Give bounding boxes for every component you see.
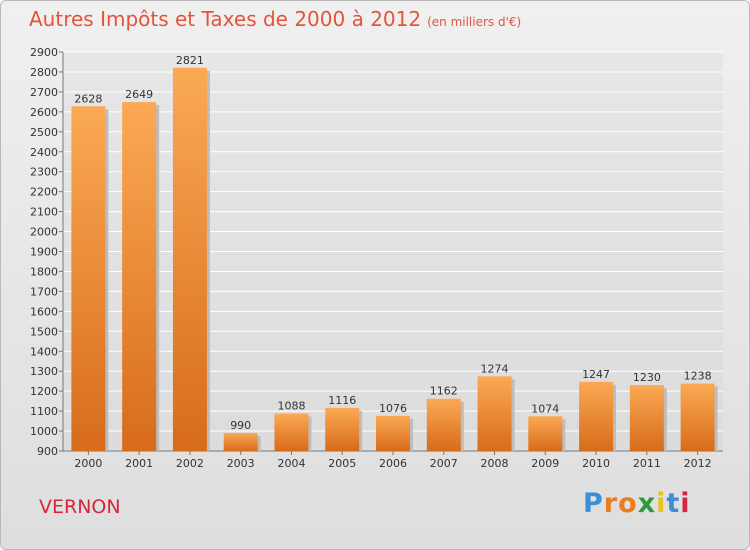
x-tick-label: 2011 [633,457,661,470]
y-tick-label: 1900 [30,246,58,259]
x-tick-label: 2002 [176,457,204,470]
x-tick-label: 2006 [379,457,407,470]
y-tick-label: 2100 [30,206,58,219]
x-tick-label: 2005 [328,457,356,470]
y-tick-label: 1600 [30,305,58,318]
bar-value-label: 1247 [582,368,610,381]
bar-value-label: 2821 [176,54,204,67]
logo-letter: i [680,488,691,519]
bar-value-label: 2628 [74,92,102,105]
x-tick-label: 2007 [430,457,458,470]
logo-letter: t [666,488,681,519]
y-tick-label: 1800 [30,265,58,278]
logo-letter: o [618,488,638,519]
bar [579,381,614,451]
bar [122,102,157,452]
y-tick-label: 2900 [30,46,58,59]
bar-value-label: 990 [230,419,251,432]
x-tick-label: 2009 [531,457,559,470]
x-tick-label: 2008 [481,457,509,470]
y-tick-label: 2500 [30,126,58,139]
x-tick-label: 2010 [582,457,610,470]
bar [426,398,461,451]
commune-name: VERNON [39,496,121,518]
y-tick-label: 1300 [30,365,58,378]
bar [274,413,309,451]
y-tick-label: 2600 [30,106,58,119]
bar [223,433,258,451]
bar [629,385,664,451]
y-tick-label: 2300 [30,166,58,179]
bar-value-label: 1116 [328,394,356,407]
logo-letter: x [637,488,657,519]
bar-value-label: 1076 [379,402,407,415]
bar-value-label: 1162 [430,385,458,398]
x-tick-label: 2000 [74,457,102,470]
bar [376,415,410,451]
bar [528,416,563,451]
y-tick-label: 1700 [30,285,58,298]
bar-value-label: 1088 [277,399,305,412]
logo-letter: r [603,488,619,519]
bar [477,376,512,451]
bar-value-label: 1230 [633,371,661,384]
bar-value-label: 2649 [125,88,153,101]
proxiti-logo: Proxiti [583,488,691,519]
title-unit: (en milliers d'€) [427,15,522,29]
y-tick-label: 1500 [30,325,58,338]
y-tick-label: 1100 [30,405,58,418]
y-tick-label: 900 [37,445,58,458]
logo-letter: P [583,488,604,519]
y-tick-label: 2000 [30,226,58,239]
chart-title: Autres Impôts et Taxes de 2000 à 2012 (en… [29,7,521,31]
y-tick-label: 2800 [30,66,58,79]
bar-value-label: 1238 [684,370,712,383]
x-tick-label: 2001 [125,457,153,470]
y-tick-label: 1200 [30,385,58,398]
bar [172,67,207,451]
bar [325,407,360,451]
x-tick-label: 2004 [277,457,305,470]
bar [680,383,715,451]
y-tick-label: 2700 [30,86,58,99]
x-tick-label: 2012 [684,457,712,470]
y-tick-label: 2200 [30,186,58,199]
y-tick-label: 1000 [30,425,58,438]
logo-letter: i [656,488,667,519]
y-tick-label: 1400 [30,345,58,358]
x-tick-label: 2003 [227,457,255,470]
bar [71,106,106,451]
y-tick-label: 2400 [30,146,58,159]
bar-value-label: 1074 [531,402,559,415]
bar-value-label: 1274 [481,362,509,375]
title-text: Autres Impôts et Taxes de 2000 à 2012 [29,7,422,31]
